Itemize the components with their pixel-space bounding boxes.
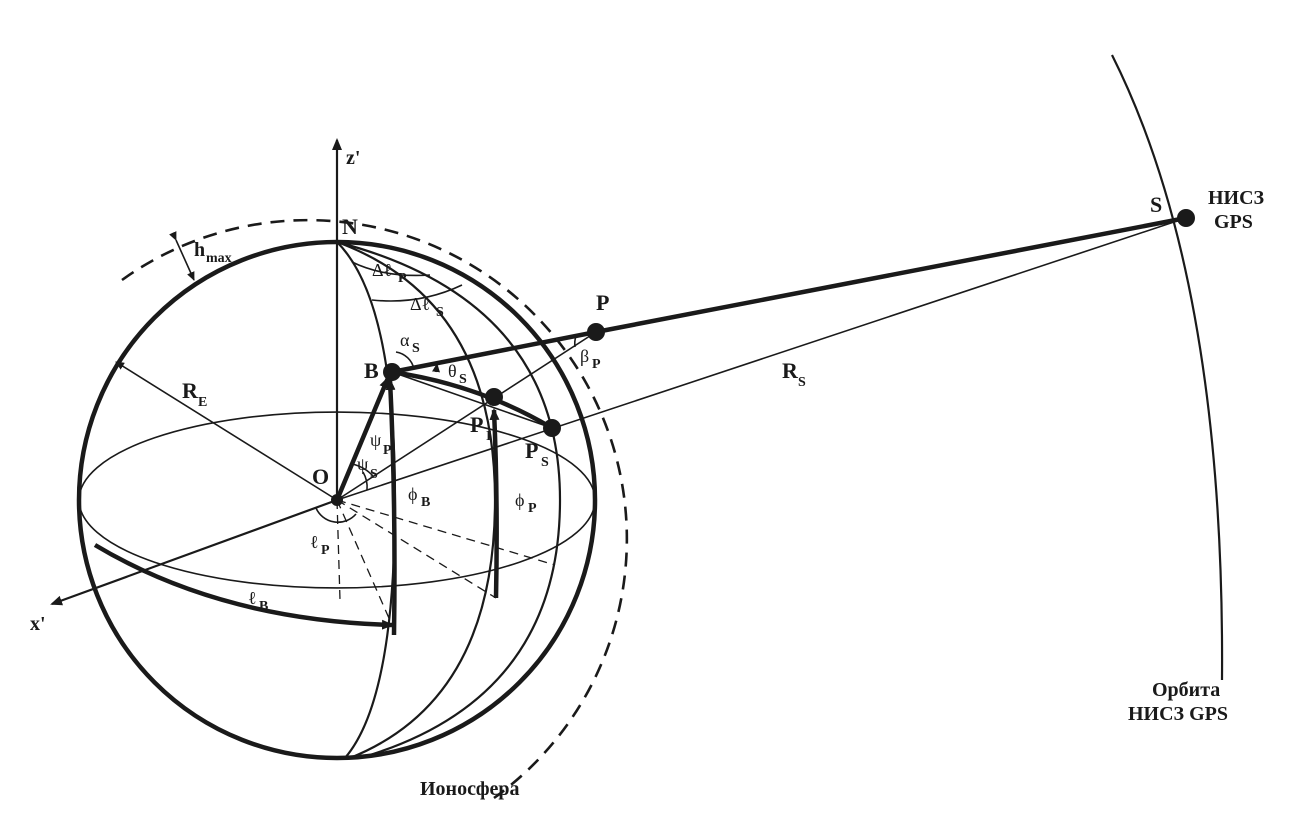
angle-beta-p xyxy=(573,335,577,348)
label-delta-ls-main: Δℓ xyxy=(410,294,430,314)
label-x-axis: x' xyxy=(30,613,46,635)
label-phi-b-main: ϕ xyxy=(408,484,417,504)
label-north: N xyxy=(342,214,358,239)
angle-psi-p xyxy=(351,463,374,477)
label-hmax-main: h xyxy=(194,239,205,261)
label-theta-s-sub: S xyxy=(459,372,467,387)
label-alpha-s-sub: S xyxy=(412,341,420,356)
arc-b-ps xyxy=(391,369,554,430)
label-satellite-line2: GPS xyxy=(1214,211,1253,233)
line-p-s xyxy=(595,215,1187,335)
label-re-main: R xyxy=(182,378,199,403)
equator-front xyxy=(78,499,596,589)
label-hmax-sub: max xyxy=(206,251,232,266)
label-delta-lp-sub: P xyxy=(398,271,407,286)
line-o-b xyxy=(334,376,391,501)
label-lb-sub: B xyxy=(259,599,268,614)
label-phi-b-sub: B xyxy=(421,495,430,510)
angle-delta-lp xyxy=(351,261,431,277)
angle-theta-s xyxy=(432,363,440,373)
meridian-s xyxy=(336,240,562,760)
label-satellite-line1: НИСЗ xyxy=(1208,187,1265,209)
angle-alpha-s xyxy=(395,351,415,370)
label-rs-main: R xyxy=(782,358,799,383)
label-phi-p-sub: P xyxy=(528,501,537,516)
line-o-s xyxy=(336,217,1187,501)
label-lp-sub: P xyxy=(321,543,330,558)
label-ionosphere: Ионосфера xyxy=(420,778,520,800)
point-o xyxy=(331,494,343,506)
label-lb-main: ℓ xyxy=(248,588,257,608)
point-p xyxy=(587,323,605,341)
point-ps xyxy=(543,419,561,437)
label-pi-main: P xyxy=(470,412,483,437)
line-b-ps xyxy=(391,371,553,429)
label-alpha-s-main: α xyxy=(400,330,410,350)
label-origin: O xyxy=(312,464,329,489)
label-psi-s-main: ψ xyxy=(357,454,369,474)
label-beta-p-sub: P xyxy=(592,357,601,372)
label-delta-ls-sub: S xyxy=(436,305,444,320)
label-delta-lp-main: Δℓ xyxy=(372,260,392,280)
equator-arc-lb xyxy=(93,543,394,630)
radius-re xyxy=(115,361,338,501)
label-pi-sub: I xyxy=(486,429,491,444)
line-o-p xyxy=(336,331,597,501)
hmax-arrow xyxy=(169,231,195,281)
label-beta-p-main: β xyxy=(580,346,589,366)
dash-line-1 xyxy=(336,499,393,626)
x-axis xyxy=(50,498,338,606)
meridian-p-thick xyxy=(489,408,500,599)
line-b-p xyxy=(391,329,597,375)
label-rs-sub: S xyxy=(798,375,806,390)
angle-lp xyxy=(315,507,357,524)
dash-line-4 xyxy=(336,499,341,601)
label-ps-main: P xyxy=(525,438,538,463)
angle-delta-ls xyxy=(371,284,463,302)
label-psi-p-main: ψ xyxy=(370,430,382,450)
ionosphere-shell xyxy=(121,218,629,800)
label-orbit-line1: Орбита xyxy=(1152,679,1220,701)
label-psi-s-sub: S xyxy=(370,467,378,482)
point-s xyxy=(1177,209,1195,227)
label-orbit-line2: НИСЗ GPS xyxy=(1128,703,1228,725)
label-ps-sub: S xyxy=(541,455,549,470)
label-theta-s-main: θ xyxy=(448,361,457,381)
label-point-p: P xyxy=(596,290,609,315)
dash-line-2 xyxy=(336,499,497,599)
meridian-b-thick xyxy=(385,378,397,636)
label-re-sub: E xyxy=(198,395,207,410)
label-psi-p-sub: P xyxy=(383,443,392,458)
label-phi-p-main: ϕ xyxy=(515,490,524,510)
point-pi xyxy=(485,388,503,406)
label-lp-main: ℓ xyxy=(310,532,319,552)
label-z-axis: z' xyxy=(346,147,360,169)
angle-psi-s xyxy=(362,471,368,491)
meridian-b xyxy=(336,241,397,759)
dash-line-3 xyxy=(336,499,556,566)
label-point-s: S xyxy=(1150,192,1162,217)
gps-orbit xyxy=(1111,54,1224,681)
label-point-b: B xyxy=(364,358,379,383)
point-b xyxy=(383,363,401,381)
